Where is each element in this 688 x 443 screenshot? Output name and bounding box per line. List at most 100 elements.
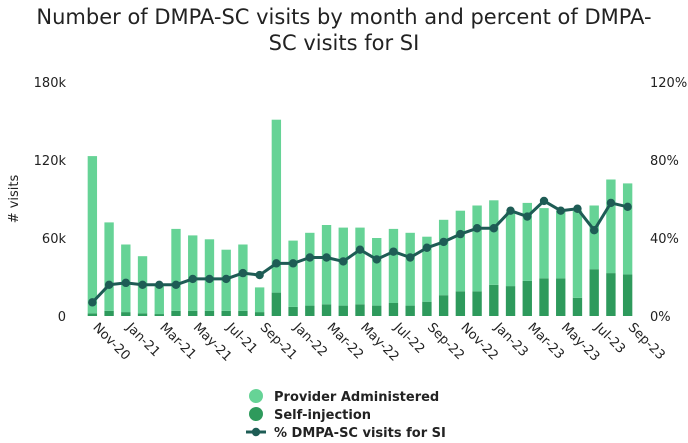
- self-injection-bar: [188, 310, 198, 316]
- si-percent-point: [104, 280, 114, 289]
- si-percent-point: [573, 204, 582, 213]
- legend-si-percent-swatch-dot: [251, 427, 261, 437]
- si-percent-point: [171, 280, 181, 289]
- provider-administered-bar: [104, 222, 114, 311]
- legend-self-injection-swatch: [249, 407, 263, 421]
- si-percent-point: [506, 206, 515, 215]
- si-percent-point: [238, 268, 248, 278]
- si-percent-point: [556, 206, 565, 215]
- si-percent-point: [255, 270, 264, 280]
- provider-administered-bar: [154, 284, 164, 315]
- si-percent-point: [305, 253, 315, 262]
- si-percent-point: [372, 255, 381, 264]
- provider-administered-bar: [372, 238, 382, 306]
- y-tick-label: 0: [58, 310, 66, 325]
- si-percent-point: [355, 245, 365, 254]
- x-tick-label: Sep-23: [625, 320, 668, 363]
- si-percent-point: [339, 257, 348, 266]
- si-percent-point: [205, 274, 214, 284]
- provider-administered-bar: [505, 212, 516, 287]
- y-tick-label: 60k: [42, 232, 67, 247]
- provider-administered-bar: [606, 179, 616, 274]
- si-percent-point: [121, 278, 131, 288]
- provider-administered-bar: [121, 244, 131, 313]
- si-percent-point: [322, 253, 331, 262]
- si-percent-point: [389, 247, 398, 256]
- self-injection-bar: [522, 280, 532, 316]
- legend-si-percent-label: % DMPA-SC visits for SI: [274, 426, 446, 441]
- si-percent-point: [472, 224, 482, 233]
- provider-administered-bar: [472, 205, 482, 292]
- self-injection-bar: [455, 291, 466, 316]
- legend-provider-administered-label: Provider Administered: [274, 390, 439, 405]
- provider-administered-bar: [572, 210, 583, 298]
- self-injection-bar: [271, 292, 282, 316]
- provider-administered-bar: [556, 210, 566, 279]
- self-injection-bar: [539, 278, 549, 316]
- provider-administered-bar: [422, 236, 432, 302]
- si-percent-point: [456, 229, 465, 239]
- si-percent-point: [439, 237, 448, 247]
- y2-tick-label: 40%: [650, 232, 679, 247]
- provider-administered-bar: [622, 183, 633, 275]
- self-injection-bar: [221, 310, 231, 316]
- self-injection-bar: [254, 312, 265, 316]
- self-injection-bar: [572, 297, 583, 316]
- si-percent-point: [422, 243, 432, 252]
- x-tick-label: Mar-21: [156, 320, 198, 362]
- self-injection-bar: [606, 273, 616, 316]
- provider-administered-bar: [288, 240, 298, 307]
- provider-administered-bar: [271, 119, 282, 293]
- y2-tick-label: 120%: [650, 76, 687, 91]
- self-injection-bar: [489, 284, 499, 316]
- self-injection-bar: [154, 314, 164, 316]
- provider-administered-bar: [388, 228, 399, 303]
- self-injection-bar: [438, 295, 449, 316]
- provider-administered-bar: [321, 225, 332, 305]
- si-percent-point: [88, 298, 97, 307]
- self-injection-bar: [556, 278, 566, 316]
- self-injection-bar: [288, 306, 298, 316]
- self-injection-bar: [104, 310, 114, 316]
- self-injection-bar: [305, 305, 315, 316]
- provider-administered-bar: [87, 156, 98, 314]
- provider-administered-bar: [338, 227, 348, 306]
- x-tick-label: Mar-22: [324, 320, 366, 362]
- si-percent-point: [221, 274, 231, 284]
- chart-title-line-1: Number of DMPA-SC visits by month and pe…: [36, 5, 652, 29]
- self-injection-bar: [405, 305, 415, 316]
- provider-administered-bar: [455, 210, 466, 292]
- self-injection-bar: [171, 310, 181, 316]
- self-injection-bar: [372, 305, 382, 316]
- self-injection-bar: [338, 305, 348, 316]
- self-injection-bar: [388, 303, 399, 316]
- self-injection-bar: [355, 304, 365, 316]
- si-percent-point: [272, 259, 281, 268]
- si-percent-point: [138, 280, 147, 289]
- provider-administered-bar: [254, 287, 265, 313]
- self-injection-bar: [238, 310, 248, 316]
- provider-administered-bar: [489, 200, 499, 285]
- provider-administered-bar: [539, 208, 549, 279]
- provider-administered-bar: [355, 227, 365, 305]
- si-percent-point: [155, 280, 164, 289]
- si-percent-point: [188, 274, 197, 284]
- y2-tick-label: 80%: [650, 154, 679, 169]
- self-injection-bar: [472, 291, 482, 316]
- provider-administered-bar: [589, 205, 599, 270]
- provider-administered-bar: [405, 232, 415, 306]
- y-tick-label: 180k: [34, 76, 67, 91]
- self-injection-bar: [321, 304, 332, 316]
- self-injection-bar: [121, 312, 131, 316]
- provider-administered-bar: [522, 202, 532, 281]
- si-percent-point: [589, 226, 599, 235]
- si-percent-point: [288, 259, 298, 268]
- si-percent-point: [623, 202, 632, 211]
- legend-self-injection-label: Self-injection: [274, 408, 371, 423]
- self-injection-bar: [137, 313, 148, 316]
- x-tick-label: Mar-23: [524, 320, 566, 362]
- provider-administered-bar: [171, 228, 181, 311]
- y-tick-label: 120k: [34, 154, 67, 169]
